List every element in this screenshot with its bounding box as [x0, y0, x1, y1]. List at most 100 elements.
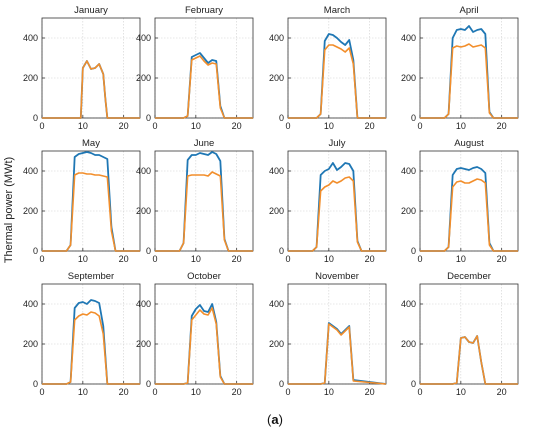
- y-axis-label: Thermal power (MWt): [3, 157, 15, 263]
- y-tick-label: 200: [269, 73, 284, 83]
- x-tick-label: 10: [456, 387, 466, 397]
- series-line-1: [42, 151, 140, 252]
- plot-frame: [41, 17, 141, 119]
- series-line-2: [155, 307, 253, 385]
- plot-frame: [154, 17, 254, 119]
- y-tick-label: 200: [269, 339, 284, 349]
- series-line-1: [288, 162, 386, 252]
- series-line-2: [42, 311, 140, 385]
- y-tick-label: 0: [411, 113, 416, 123]
- y-tick-label: 400: [401, 33, 416, 43]
- x-tick-label: 10: [456, 254, 466, 264]
- y-tick-label: 0: [411, 246, 416, 256]
- x-tick-label: 10: [324, 121, 334, 131]
- plot-frame: [41, 283, 141, 385]
- series-line-2: [420, 43, 518, 119]
- x-tick-label: 20: [497, 387, 507, 397]
- x-tick-label: 20: [365, 254, 375, 264]
- x-tick-label: 0: [152, 254, 157, 264]
- y-tick-label: 200: [23, 339, 38, 349]
- y-tick-label: 200: [401, 339, 416, 349]
- y-tick-label: 200: [136, 339, 151, 349]
- y-tick-label: 200: [401, 73, 416, 83]
- y-tick-label: 200: [401, 206, 416, 216]
- plot-frame: [419, 17, 519, 119]
- caption-label: a: [271, 412, 279, 427]
- panel-title: July: [329, 138, 346, 149]
- series-line-1: [155, 151, 253, 252]
- series-line-1: [155, 52, 253, 119]
- x-tick-label: 10: [78, 121, 88, 131]
- x-tick-label: 0: [39, 121, 44, 131]
- y-tick-label: 0: [146, 113, 151, 123]
- series-line-1: [420, 335, 518, 385]
- panel-title: August: [454, 138, 484, 149]
- panel-title: March: [324, 5, 350, 16]
- x-tick-label: 0: [39, 254, 44, 264]
- x-tick-label: 0: [285, 121, 290, 131]
- x-tick-label: 20: [232, 387, 242, 397]
- panel-title: September: [68, 271, 114, 282]
- y-tick-label: 0: [33, 113, 38, 123]
- x-tick-label: 0: [39, 387, 44, 397]
- y-tick-label: 400: [136, 33, 151, 43]
- y-tick-label: 400: [23, 33, 38, 43]
- x-tick-label: 10: [78, 254, 88, 264]
- x-tick-label: 20: [365, 387, 375, 397]
- series-line-2: [420, 178, 518, 252]
- y-tick-label: 0: [146, 379, 151, 389]
- plot-frame: [419, 283, 519, 385]
- y-tick-label: 400: [269, 299, 284, 309]
- plot-frame: [287, 17, 387, 119]
- series-line-2: [155, 55, 253, 119]
- x-tick-label: 20: [365, 121, 375, 131]
- series-line-2: [42, 60, 140, 119]
- x-tick-label: 20: [232, 254, 242, 264]
- y-tick-label: 200: [136, 73, 151, 83]
- caption-close-paren: ): [279, 412, 283, 427]
- y-tick-label: 400: [401, 299, 416, 309]
- y-tick-label: 0: [33, 379, 38, 389]
- x-tick-label: 20: [497, 254, 507, 264]
- x-tick-label: 0: [285, 254, 290, 264]
- plot-frame: [154, 150, 254, 252]
- y-tick-label: 0: [279, 246, 284, 256]
- caption-open-paren: (: [267, 412, 272, 427]
- panel-title: May: [82, 138, 100, 149]
- y-tick-label: 0: [279, 113, 284, 123]
- series-line-1: [288, 322, 387, 385]
- y-tick-label: 200: [23, 73, 38, 83]
- x-tick-label: 10: [78, 387, 88, 397]
- y-tick-label: 200: [269, 206, 284, 216]
- x-tick-label: 10: [191, 254, 201, 264]
- x-tick-label: 20: [119, 121, 129, 131]
- panel-title: November: [315, 271, 359, 282]
- x-tick-label: 20: [119, 387, 129, 397]
- y-tick-label: 400: [269, 166, 284, 176]
- x-tick-label: 0: [152, 121, 157, 131]
- plot-frame: [287, 150, 387, 252]
- x-tick-label: 0: [417, 387, 422, 397]
- x-tick-label: 10: [191, 121, 201, 131]
- series-line-2: [155, 171, 253, 252]
- x-tick-label: 20: [119, 254, 129, 264]
- y-tick-label: 400: [23, 299, 38, 309]
- plot-frame: [287, 283, 387, 385]
- panel-title: June: [194, 138, 215, 149]
- panel-title: April: [459, 5, 478, 16]
- series-line-2: [420, 335, 518, 385]
- x-tick-label: 10: [191, 387, 201, 397]
- x-tick-label: 10: [324, 387, 334, 397]
- panel-title: January: [74, 5, 108, 16]
- y-tick-label: 0: [279, 379, 284, 389]
